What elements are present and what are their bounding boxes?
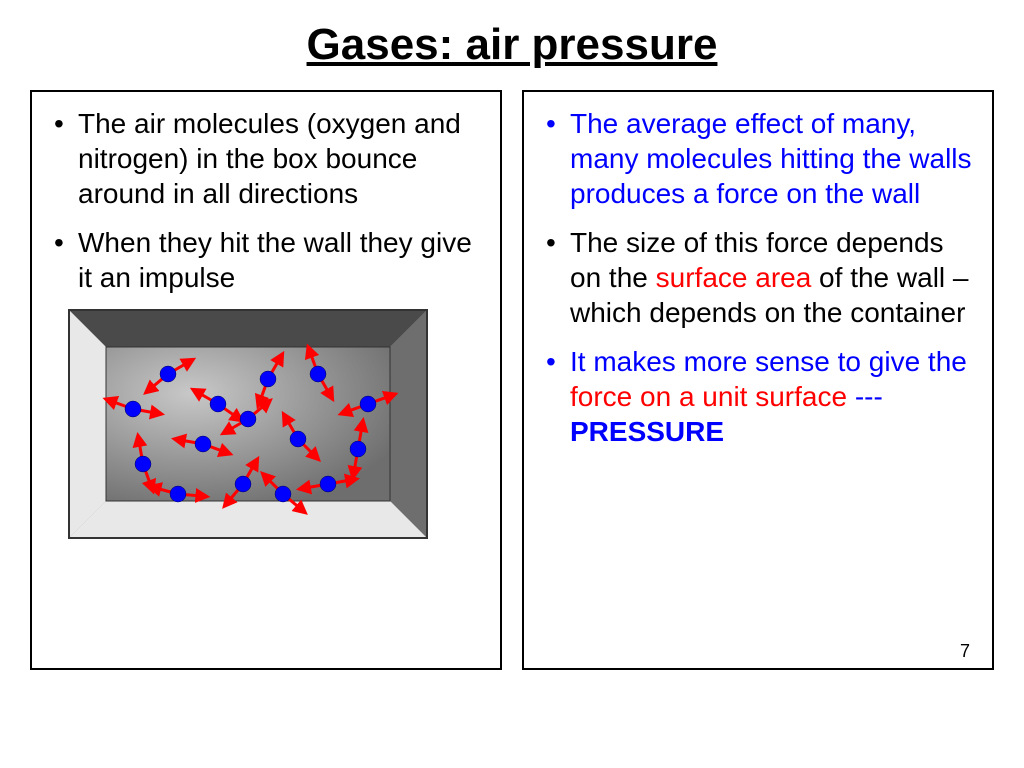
molecule-diagram: [50, 309, 482, 539]
text-segment: The average effect of many, many molecul…: [570, 108, 972, 209]
page-title: Gases: air pressure: [0, 0, 1024, 90]
text-segment: The air molecules (oxygen and nitrogen) …: [78, 108, 461, 209]
text-segment: PRESSURE: [570, 416, 724, 447]
list-item: It makes more sense to give the force on…: [542, 344, 974, 449]
list-item: The size of this force depends on the su…: [542, 225, 974, 330]
content-columns: The air molecules (oxygen and nitrogen) …: [0, 90, 1024, 670]
text-segment: When they hit the wall they give it an i…: [78, 227, 472, 293]
right-bullet-list: The average effect of many, many molecul…: [542, 106, 974, 449]
list-item: When they hit the wall they give it an i…: [50, 225, 482, 295]
text-segment: force on a unit surface: [570, 381, 847, 412]
left-panel: The air molecules (oxygen and nitrogen) …: [30, 90, 502, 670]
text-segment: surface area: [656, 262, 812, 293]
gas-box-svg: [68, 309, 428, 539]
list-item: The air molecules (oxygen and nitrogen) …: [50, 106, 482, 211]
text-segment: It makes more sense to give the: [570, 346, 967, 377]
page-number: 7: [960, 641, 970, 662]
left-bullet-list: The air molecules (oxygen and nitrogen) …: [50, 106, 482, 295]
list-item: The average effect of many, many molecul…: [542, 106, 974, 211]
right-panel: The average effect of many, many molecul…: [522, 90, 994, 670]
text-segment: ---: [847, 381, 883, 412]
